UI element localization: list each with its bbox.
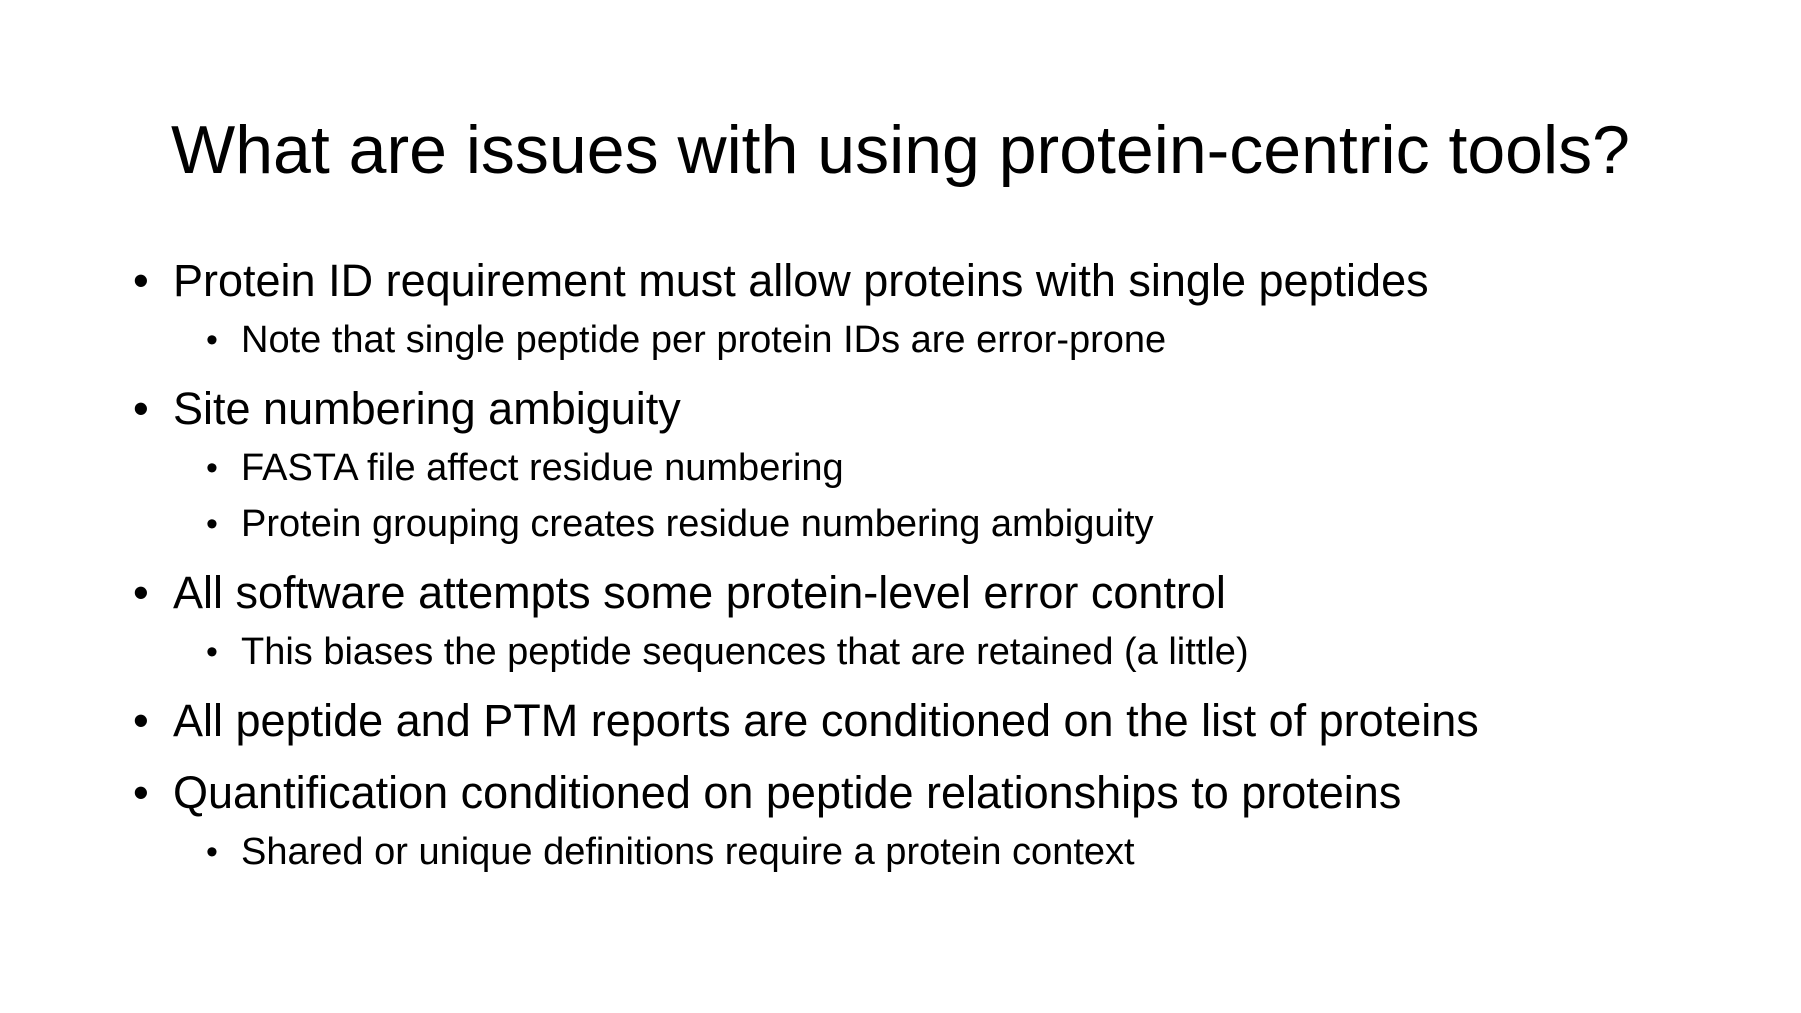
sub-bullet-item: Shared or unique definitions require a p… [133,824,1693,880]
bullet-spacer [133,752,1693,762]
bullet-spacer [133,680,1693,690]
bullet-item: All peptide and PTM reports are conditio… [133,690,1693,752]
bullet-spacer [133,552,1693,562]
bullet-item: Site numbering ambiguity [133,378,1693,440]
bullet-spacer [133,368,1693,378]
bullet-item: All software attempts some protein-level… [133,562,1693,624]
bullet-list: Protein ID requirement must allow protei… [133,250,1693,880]
sub-bullet-item: This biases the peptide sequences that a… [133,624,1693,680]
sub-bullet-item: Note that single peptide per protein IDs… [133,312,1693,368]
sub-bullet-item: Protein grouping creates residue numberi… [133,496,1693,552]
slide-title: What are issues with using protein-centr… [171,112,1630,188]
bullet-item: Protein ID requirement must allow protei… [133,250,1693,312]
bullet-item: Quantification conditioned on peptide re… [133,762,1693,824]
sub-bullet-item: FASTA file affect residue numbering [133,440,1693,496]
